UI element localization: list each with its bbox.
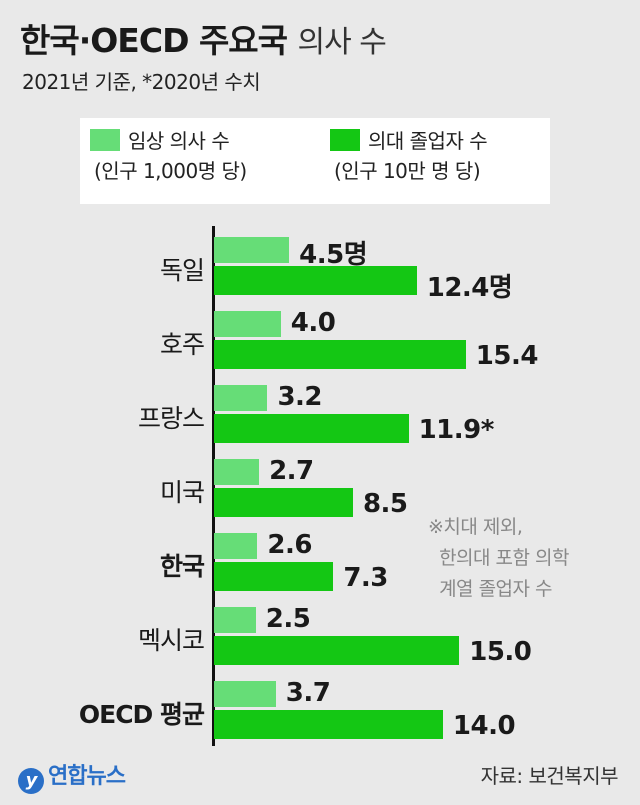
legend: 임상 의사 수 (인구 1,000명 당) 의대 졸업자 수 (인구 10만 명… — [80, 118, 550, 204]
bar-clinical — [214, 607, 256, 633]
category-label: 미국 — [159, 478, 205, 507]
value-label-clinical: 2.7 — [269, 456, 314, 486]
bar-clinical — [214, 385, 268, 411]
value-label-graduates: 12.4명 — [426, 273, 513, 303]
legend-swatch-graduates — [330, 129, 360, 151]
category-axis-line — [212, 226, 215, 746]
value-label-graduates: 8.5 — [362, 489, 408, 519]
bar-graduates — [214, 710, 443, 739]
value-label-clinical: 2.5 — [265, 604, 311, 634]
bar-graduates — [214, 562, 334, 591]
bar-clinical — [214, 681, 276, 707]
category-label: 프랑스 — [137, 404, 205, 433]
publisher-logo: y 연합뉴스 — [18, 758, 126, 794]
category-label: OECD 평균 — [78, 700, 205, 729]
chart-subtitle: 2021년 기준, *2020년 수치 — [22, 70, 261, 94]
footnote: ※치대 제외, 한의대 포함 의학 계열 졸업자 수 — [428, 516, 570, 600]
value-label-graduates: 15.0 — [469, 637, 532, 667]
value-label-clinical: 4.0 — [290, 308, 336, 338]
value-label-clinical: 4.5명 — [299, 240, 368, 270]
logo-icon: y — [18, 768, 44, 794]
bar-clinical — [214, 533, 258, 559]
bar-clinical — [214, 237, 290, 263]
legend-sub-clinical: (인구 1,000명 당) — [94, 159, 247, 183]
bar-graduates — [214, 340, 466, 369]
category-label: 한국 — [159, 552, 205, 581]
value-label-graduates: 11.9* — [418, 415, 495, 445]
bar-graduates — [214, 414, 409, 443]
value-label-graduates: 7.3 — [343, 563, 388, 593]
value-label-clinical: 3.7 — [285, 678, 331, 708]
category-label: 호주 — [159, 330, 205, 359]
legend-swatch-clinical — [90, 129, 120, 151]
category-label: 독일 — [159, 256, 205, 285]
value-label-clinical: 3.2 — [277, 382, 322, 412]
chart-title: 한국·OECD 주요국 의사 수 — [20, 21, 387, 60]
legend-item-graduates: 의대 졸업자 수 (인구 10만 명 당) — [330, 126, 488, 186]
value-label-clinical: 2.6 — [267, 530, 312, 560]
value-label-graduates: 14.0 — [452, 711, 516, 741]
legend-item-clinical: 임상 의사 수 (인구 1,000명 당) — [90, 126, 247, 186]
bar-clinical — [214, 311, 281, 337]
bar-graduates — [214, 488, 353, 517]
legend-sub-graduates: (인구 10만 명 당) — [334, 159, 481, 183]
category-label: 멕시코 — [137, 626, 205, 655]
source-note: 자료: 보건복지부 — [480, 764, 619, 788]
bar-graduates — [214, 266, 417, 295]
bar-clinical — [214, 459, 260, 485]
bar-graduates — [214, 636, 460, 665]
value-label-graduates: 15.4 — [475, 341, 539, 371]
